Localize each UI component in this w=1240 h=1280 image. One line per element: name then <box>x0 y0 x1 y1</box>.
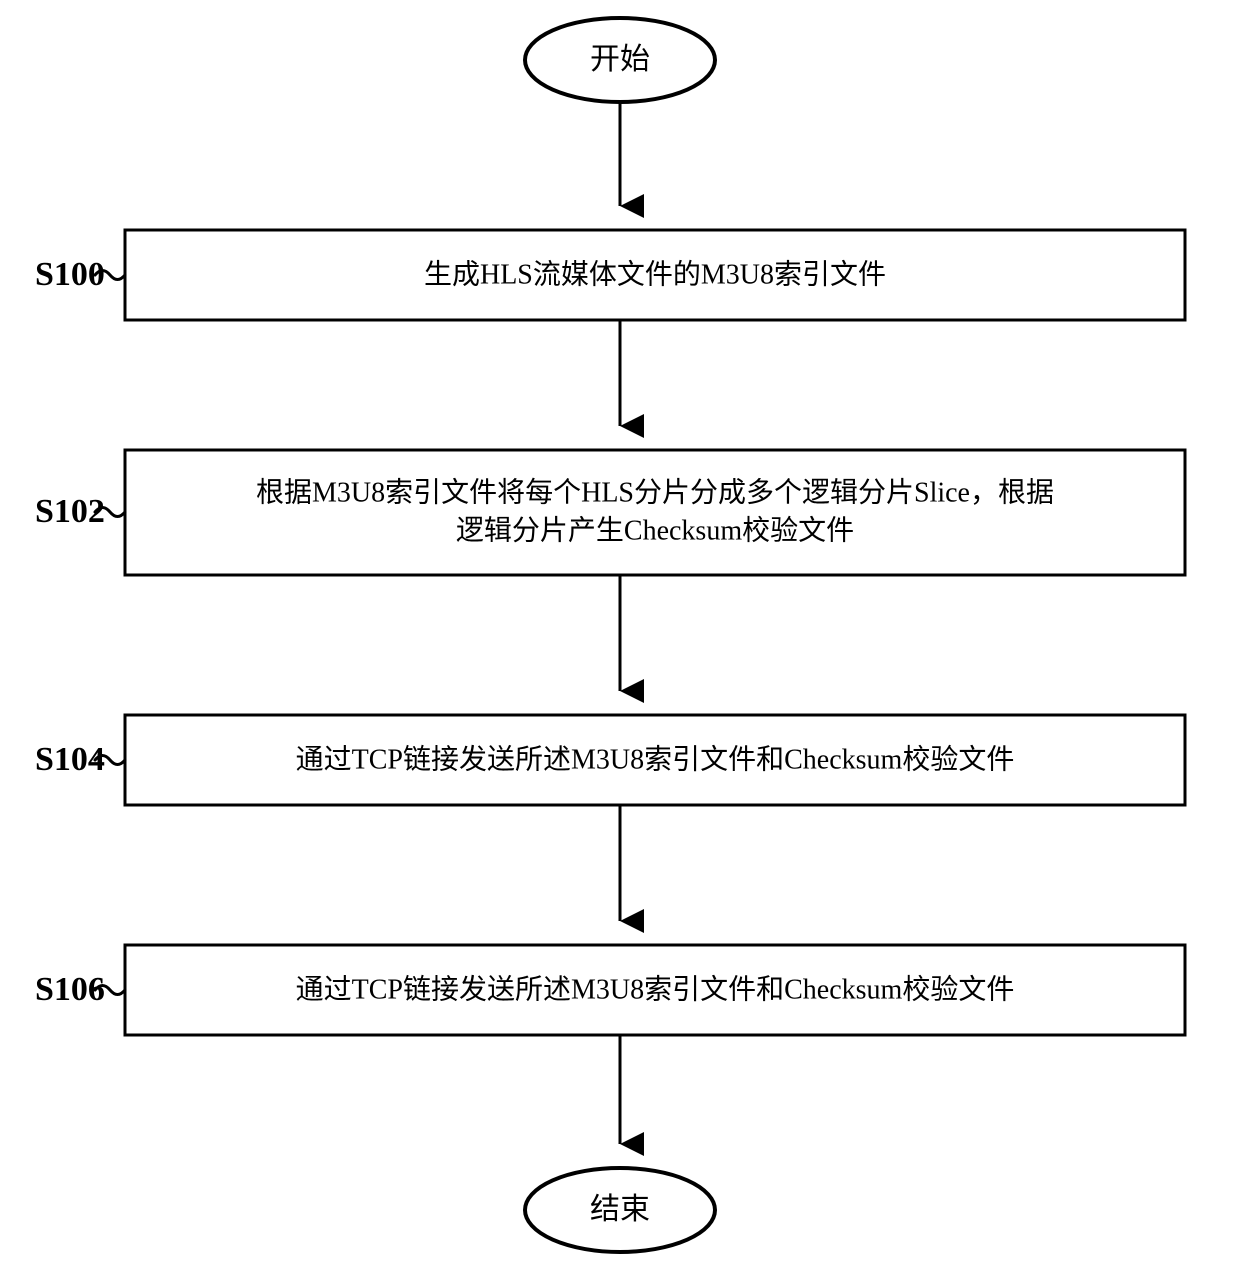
process-text-s104-line0: 通过TCP链接发送所述M3U8索引文件和Checksum校验文件 <box>296 743 1015 775</box>
process-text-s106-line0: 通过TCP链接发送所述M3U8索引文件和Checksum校验文件 <box>296 973 1015 1005</box>
start-terminator-label: 开始 <box>590 43 650 76</box>
process-text-s102-line0: 根据M3U8索引文件将每个HLS分片分成多个逻辑分片Slice，根据 <box>256 477 1054 509</box>
end-terminator-label: 结束 <box>590 1193 650 1226</box>
process-text-s102-line1: 逻辑分片产生Checksum校验文件 <box>456 514 854 546</box>
process-text-s100-line0: 生成HLS流媒体文件的M3U8索引文件 <box>424 258 886 290</box>
process-box-s102 <box>125 450 1185 575</box>
